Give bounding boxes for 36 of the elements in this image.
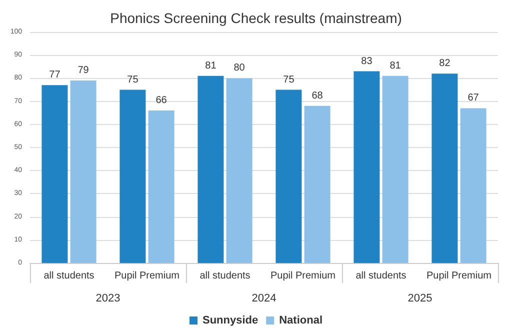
x-tick-label: all students <box>200 270 250 282</box>
data-label: 79 <box>78 65 90 76</box>
legend-label: Sunnyside <box>202 314 258 326</box>
bar <box>70 80 96 263</box>
x-tick-label: all students <box>356 270 406 282</box>
bar <box>382 76 408 263</box>
text: 2025 <box>408 292 432 304</box>
bar <box>432 74 458 263</box>
legend-label: National <box>279 314 323 326</box>
data-label: 67 <box>468 92 480 104</box>
data-label: 82 <box>439 58 451 70</box>
data-label: 68 <box>312 90 324 102</box>
bar <box>276 90 302 263</box>
data-label: 81 <box>205 60 217 72</box>
data-label: 66 <box>156 95 168 106</box>
x-tick-label: Pupil Premium <box>426 270 492 282</box>
x-tick-label: all students <box>44 270 94 282</box>
text: 2023 <box>96 292 120 304</box>
text: 2024 <box>252 292 276 304</box>
bar <box>198 76 224 263</box>
chart-title: Phonics Screening Check results (mainstream) <box>110 10 402 26</box>
x-tick-label: Pupil Premium <box>270 270 336 282</box>
bar <box>148 110 174 263</box>
data-label: 83 <box>361 56 373 67</box>
data-label: 77 <box>49 70 61 81</box>
data-label: 80 <box>234 62 246 74</box>
bar <box>304 106 330 263</box>
bar <box>120 90 146 263</box>
bar <box>226 78 252 263</box>
data-label: 81 <box>390 60 402 72</box>
bar <box>460 108 486 263</box>
bar <box>354 71 380 263</box>
bar <box>42 85 68 263</box>
x-tick-label: Pupil Premium <box>114 270 180 282</box>
data-label: 75 <box>127 74 139 86</box>
data-label: 75 <box>283 74 295 86</box>
